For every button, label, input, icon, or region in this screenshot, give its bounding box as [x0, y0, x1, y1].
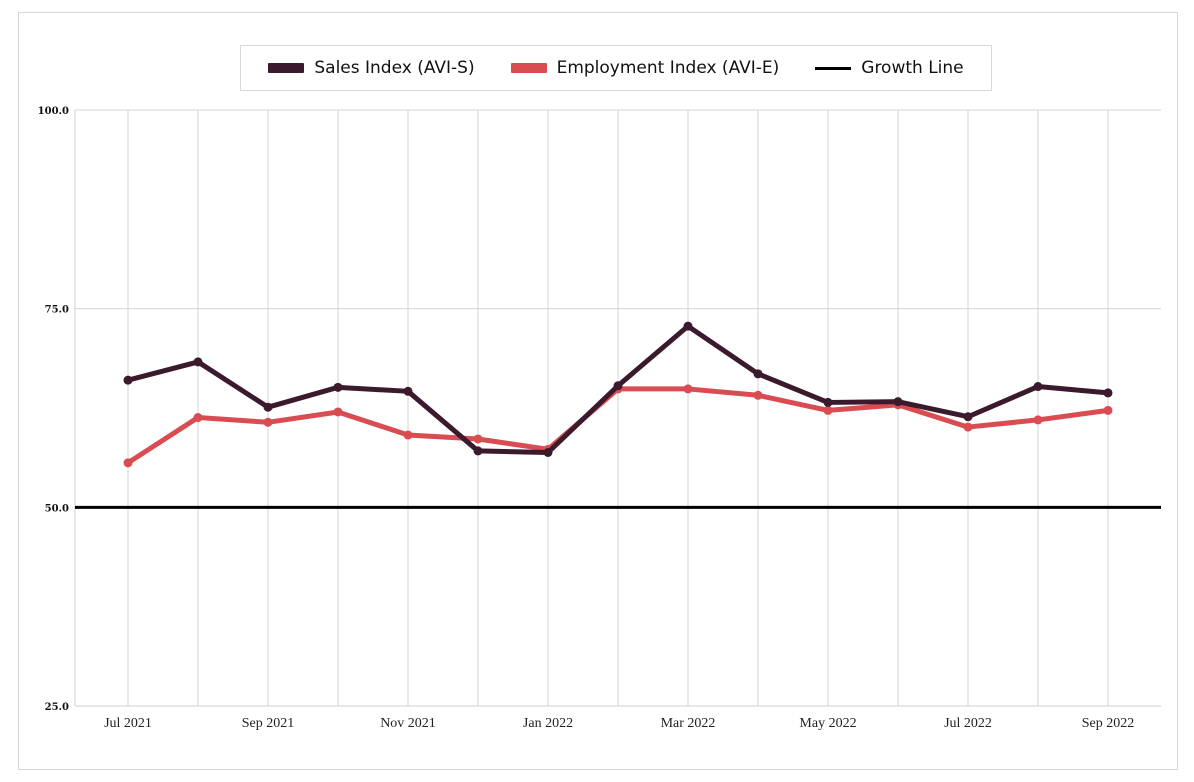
data-point-sales: [823, 397, 833, 407]
data-point-employment: [683, 384, 693, 394]
legend-swatch-employment: [510, 63, 547, 73]
legend-swatch-growth-line: [815, 66, 852, 70]
y-tick-label: 50.0: [45, 503, 69, 514]
x-tick-label: Jan 2022: [523, 716, 573, 731]
data-point-sales: [1033, 382, 1043, 392]
data-point-sales: [403, 386, 413, 396]
data-point-sales: [193, 357, 203, 367]
data-point-employment: [1103, 405, 1113, 415]
y-tick-label: 75.0: [45, 305, 69, 316]
data-point-employment: [263, 417, 273, 427]
x-tick-label: Sep 2022: [1082, 716, 1135, 731]
data-point-employment: [123, 458, 133, 468]
legend-label-sales: Sales Index (AVI-S): [314, 58, 475, 78]
x-tick-label: May 2022: [799, 716, 856, 731]
data-point-sales: [753, 369, 763, 379]
data-point-sales: [123, 375, 133, 385]
data-point-employment: [333, 407, 343, 417]
chart-legend: Sales Index (AVI-S) Employment Index (AV…: [240, 45, 992, 91]
data-point-employment: [403, 430, 413, 440]
data-point-sales: [613, 381, 623, 391]
x-tick-label: Sep 2021: [242, 716, 295, 731]
data-point-sales: [893, 397, 903, 407]
legend-item-sales[interactable]: Sales Index (AVI-S): [268, 58, 475, 78]
y-tick-label: 100.0: [38, 106, 69, 117]
data-point-sales: [543, 448, 553, 458]
x-tick-label: Nov 2021: [380, 716, 436, 731]
legend-swatch-sales: [268, 63, 305, 73]
data-point-sales: [333, 382, 343, 392]
legend-label-growth-line: Growth Line: [861, 58, 964, 78]
data-point-sales: [1103, 388, 1113, 398]
data-point-employment: [823, 405, 833, 415]
data-point-employment: [473, 434, 483, 444]
legend-item-employment[interactable]: Employment Index (AVI-E): [510, 58, 780, 78]
x-tick-label: Jul 2021: [104, 716, 152, 731]
data-point-sales: [263, 402, 273, 412]
legend-item-growth-line[interactable]: Growth Line: [815, 58, 964, 78]
data-point-employment: [753, 390, 763, 400]
y-tick-label: 25.0: [45, 702, 69, 713]
data-point-sales: [683, 321, 693, 331]
x-tick-label: Mar 2022: [661, 716, 716, 731]
x-tick-label: Jul 2022: [944, 716, 992, 731]
data-point-employment: [963, 422, 973, 432]
data-point-employment: [193, 413, 203, 423]
chart-frame: [18, 12, 1178, 770]
legend-label-employment: Employment Index (AVI-E): [556, 58, 780, 78]
data-point-sales: [963, 412, 973, 422]
data-point-sales: [473, 446, 483, 456]
data-point-employment: [1033, 415, 1043, 425]
